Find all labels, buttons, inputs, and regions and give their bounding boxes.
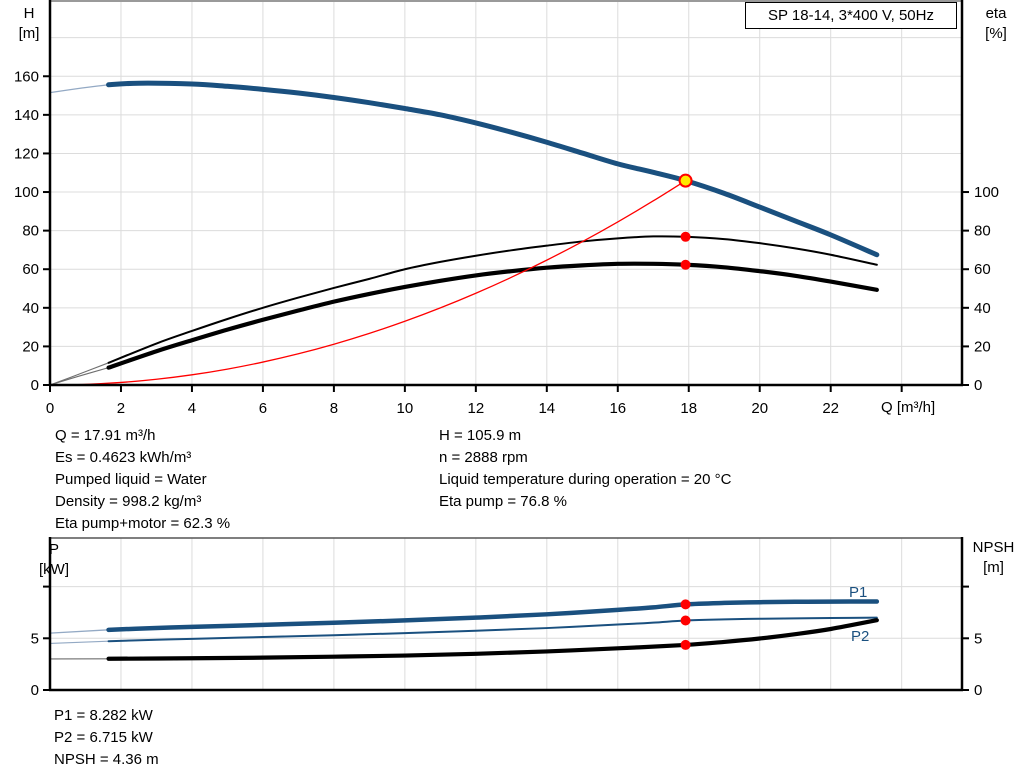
right-axis-tick-label: 80 (974, 223, 991, 240)
left-axis-tick-label: 0 (31, 682, 39, 699)
pump-title-box: SP 18-14, 3*400 V, 50Hz (745, 2, 957, 29)
info-npsh: NPSH = 4.36 m (54, 751, 159, 768)
x-axis-tick-label: 12 (467, 400, 484, 417)
x-axis-tick-label: 6 (259, 400, 267, 417)
npsh-axis-label-line1: NPSH (972, 539, 1015, 556)
p-axis-label-line1: P (48, 541, 59, 558)
left-axis-tick-label: 160 (14, 68, 39, 85)
info-es: Es = 0.4623 kWh/m³ (55, 449, 192, 466)
system-curve (49, 180, 687, 386)
left-axis-tick-label: 100 (14, 184, 39, 201)
duty-point-dot (680, 599, 691, 610)
eta-pump-curve (107, 235, 878, 364)
right-axis-tick-label: 0 (974, 377, 982, 394)
h-axis-label: H [m] (6, 4, 52, 44)
x-axis-tick-label: 8 (330, 400, 338, 417)
eta-pump-motor-curve (106, 261, 879, 370)
right-axis-tick-label: 40 (974, 300, 991, 317)
duty-info-right-column: H = 105.9 m n = 2888 rpm Liquid temperat… (439, 425, 731, 513)
duty-point-dot (680, 615, 691, 626)
info-p1: P1 = 8.282 kW (54, 707, 153, 724)
eta-axis-label-line2: [%] (985, 25, 1007, 42)
left-axis-tick-label: 80 (22, 223, 39, 240)
q-axis-label: Q [m³/h] (881, 399, 936, 416)
x-axis-tick-label: 10 (397, 400, 414, 417)
right-axis-tick-label: 5 (974, 630, 982, 647)
info-eta-pump: Eta pump = 76.8 % (439, 493, 567, 510)
h-axis-label-line2: [m] (18, 25, 40, 42)
eta-pump-curve-thin (49, 362, 110, 386)
duty-info-left-column: Q = 17.91 m³/h Es = 0.4623 kWh/m³ Pumped… (55, 425, 230, 535)
x-axis-tick-label: 18 (680, 400, 697, 417)
h-q-curve-thin (49, 84, 110, 94)
duty-point-dot (680, 231, 691, 242)
npsh-axis-label-line2: [m] (983, 559, 1004, 576)
npsh-axis-label: NPSH [m] (963, 538, 1024, 578)
duty-point-dot (680, 639, 691, 650)
power-info-column: P1 = 8.282 kW P2 = 6.715 kW NPSH = 4.36 … (54, 705, 159, 771)
info-density: Density = 998.2 kg/m³ (55, 493, 202, 510)
info-speed: n = 2888 rpm (439, 449, 528, 466)
series-label-p2: P2 (851, 628, 869, 645)
left-axis-tick-label: 40 (22, 300, 39, 317)
x-axis-tick-label: 22 (822, 400, 839, 417)
p2-curve-thin (49, 640, 110, 645)
series-label-p1: P1 (849, 584, 867, 601)
p-axis-label: P [kW] (26, 540, 82, 580)
x-axis-tick-label: 20 (751, 400, 768, 417)
right-axis-tick-label: 0 (974, 682, 982, 699)
p1-curve-thin (49, 629, 110, 634)
duty-point-dot (680, 259, 691, 270)
eta-axis-label: eta [%] (972, 4, 1020, 44)
right-axis-tick-label: 60 (974, 261, 991, 278)
left-axis-tick-label: 20 (22, 338, 39, 355)
left-axis-tick-label: 120 (14, 145, 39, 162)
info-liquid-temperature: Liquid temperature during operation = 20… (439, 471, 732, 488)
left-axis-tick-label: 0 (31, 377, 39, 394)
x-axis-tick-label: 16 (609, 400, 626, 417)
npsh-curve (106, 618, 879, 661)
left-axis-tick-label: 5 (31, 630, 39, 647)
eta-axis-label-line1: eta (985, 5, 1007, 22)
x-axis-tick-label: 14 (538, 400, 555, 417)
p-axis-label-line2: [kW] (39, 561, 69, 578)
right-axis-tick-label: 20 (974, 338, 991, 355)
info-eta-pump-motor: Eta pump+motor = 62.3 % (55, 515, 231, 532)
p1-curve (106, 599, 880, 633)
info-p2: P2 = 6.715 kW (54, 729, 153, 746)
p2-curve (107, 616, 878, 643)
x-axis-tick-label: 0 (46, 400, 54, 417)
info-pumped-liquid: Pumped liquid = Water (55, 471, 207, 488)
info-h: H = 105.9 m (439, 427, 522, 444)
right-axis-tick-label: 100 (974, 184, 999, 201)
h-q-curve (106, 80, 880, 258)
info-q: Q = 17.91 m³/h (55, 427, 156, 444)
x-axis-tick-label: 4 (188, 400, 196, 417)
eta-pump-motor-curve-thin (49, 367, 110, 386)
left-axis-tick-label: 60 (22, 261, 39, 278)
x-axis-tick-label: 2 (117, 400, 125, 417)
left-axis-tick-label: 140 (14, 107, 39, 124)
h-axis-label-line1: H (23, 5, 35, 22)
duty-point-marker (678, 173, 693, 188)
